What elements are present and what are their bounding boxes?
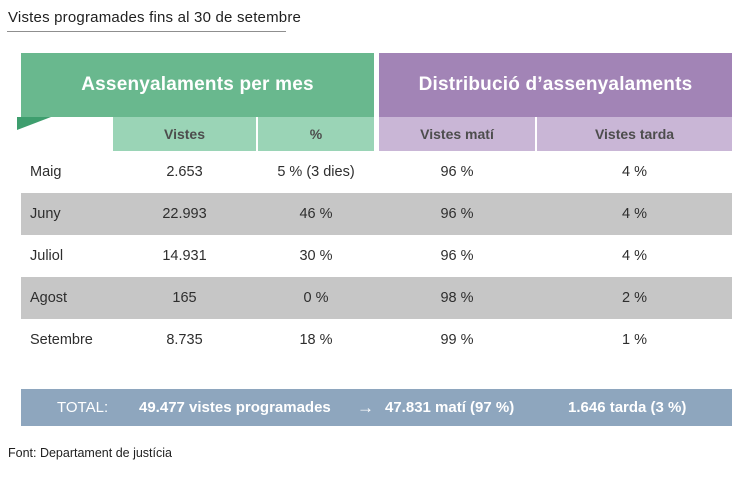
cell-tarda: 4 % xyxy=(622,248,647,264)
row-label: Maig xyxy=(30,164,62,180)
row-label: Juliol xyxy=(30,248,64,264)
total-mati: 47.831 matí (97 %) xyxy=(385,399,515,416)
cell-percent: 46 % xyxy=(299,206,333,222)
group-header-assenyalaments-per-mes: Assenyalaments per mes xyxy=(21,53,374,117)
total-label: TOTAL: xyxy=(57,399,109,416)
cell-vistes: 165 xyxy=(172,290,197,306)
column-header-vistes-mati: Vistes matí xyxy=(379,117,535,151)
cell-percent: 5 % (3 dies) xyxy=(277,164,355,180)
cell-mati: 99 % xyxy=(440,332,474,348)
table-row-maig: Maig 2.653 5 % (3 dies) 96 % 4 % xyxy=(21,151,732,193)
cell-mati: 98 % xyxy=(440,290,474,306)
cell-mati: 96 % xyxy=(440,206,474,222)
cell-mati: 96 % xyxy=(440,248,474,264)
source-note: Font: Departament de justícia xyxy=(8,446,172,460)
cell-vistes: 2.653 xyxy=(166,164,203,180)
cell-vistes: 8.735 xyxy=(166,332,203,348)
table-row-juliol: Juliol 14.931 30 % 96 % 4 % xyxy=(21,235,732,277)
column-header-vistes-tarda: Vistes tarda xyxy=(537,117,732,151)
table-row-agost: Agost 165 0 % 98 % 2 % xyxy=(21,277,732,319)
cell-vistes: 14.931 xyxy=(162,248,207,264)
group-header-distribucio-assenyalaments: Distribució d’assenyalaments xyxy=(379,53,732,117)
column-header-vistes: Vistes xyxy=(113,117,256,151)
total-tarda: 1.646 tarda (3 %) xyxy=(568,399,687,416)
cell-tarda: 4 % xyxy=(622,164,647,180)
right-arrow-icon: → xyxy=(357,398,374,417)
total-vistes: 49.477 vistes programades xyxy=(139,399,331,416)
row-label: Setembre xyxy=(30,332,93,348)
ribbon-fold-triangle xyxy=(17,117,51,130)
cell-percent: 0 % xyxy=(303,290,329,306)
row-label: Agost xyxy=(30,290,68,306)
cell-percent: 30 % xyxy=(299,248,333,264)
cell-vistes: 22.993 xyxy=(162,206,207,222)
cell-percent: 18 % xyxy=(299,332,333,348)
cell-mati: 96 % xyxy=(440,164,474,180)
cell-tarda: 2 % xyxy=(622,290,647,306)
page-title: Vistes programades fins al 30 de setembr… xyxy=(8,9,302,26)
title-underline xyxy=(7,31,286,32)
total-bar: TOTAL: 49.477 vistes programades → 47.83… xyxy=(21,389,732,426)
table-row-juny: Juny 22.993 46 % 96 % 4 % xyxy=(21,193,732,235)
row-label: Juny xyxy=(30,206,61,222)
column-header-percent: % xyxy=(258,117,374,151)
table-row-setembre: Setembre 8.735 18 % 99 % 1 % xyxy=(21,319,732,361)
cell-tarda: 4 % xyxy=(622,206,647,222)
cell-tarda: 1 % xyxy=(622,332,647,348)
